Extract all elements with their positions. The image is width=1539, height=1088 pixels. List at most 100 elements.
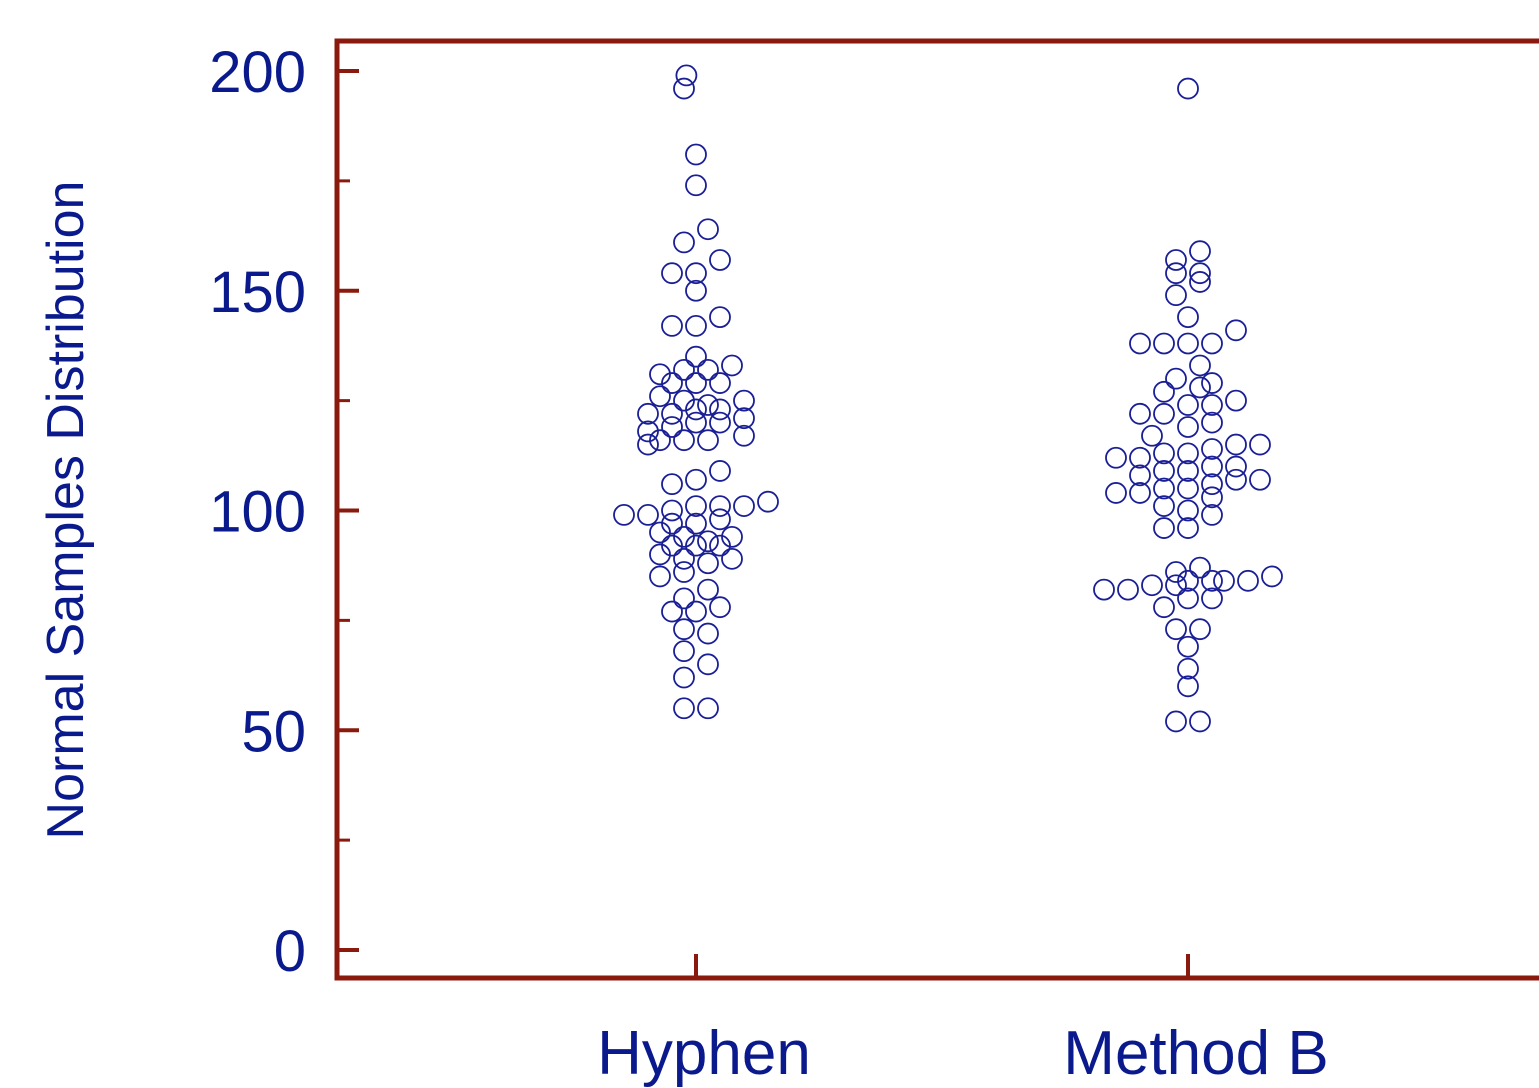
data-point [661, 315, 683, 337]
data-point [673, 429, 695, 452]
data-point [1177, 306, 1199, 329]
data-point [637, 503, 659, 526]
data-point [697, 653, 719, 676]
data-point [673, 231, 695, 254]
y-tick-label: 150 [209, 260, 306, 325]
data-point [709, 306, 731, 329]
data-point [697, 394, 719, 416]
data-point [1177, 442, 1199, 465]
data-point [1129, 446, 1151, 469]
data-point [675, 64, 698, 87]
data-point [661, 262, 683, 285]
data-point [649, 429, 671, 452]
data-point [685, 534, 707, 557]
data-point [1225, 319, 1247, 342]
data-point [1189, 240, 1211, 263]
data-point [613, 503, 635, 526]
data-point [1165, 710, 1187, 733]
data-point [1177, 416, 1199, 438]
data-point [673, 547, 695, 570]
data-point [1177, 499, 1199, 522]
data-point [1261, 565, 1283, 588]
data-point [709, 411, 731, 434]
data-point [1201, 473, 1223, 496]
data-point [649, 543, 671, 566]
data-point [709, 249, 731, 271]
data-point [721, 525, 743, 548]
data-point [1177, 394, 1199, 416]
data-point [1177, 657, 1199, 680]
data-point [637, 420, 659, 443]
data-point [673, 697, 695, 720]
x-categories: Hyphen Method B [597, 954, 1329, 1088]
y-tick-label: 100 [209, 480, 306, 545]
x-category-label: Hyphen [597, 1019, 811, 1088]
data-point [637, 433, 659, 456]
data-point [1165, 249, 1187, 271]
data-point [1129, 402, 1151, 425]
data-point [1153, 596, 1175, 619]
data-point [685, 411, 707, 434]
data-point [1165, 367, 1187, 390]
data-point [673, 587, 695, 610]
data-point [1153, 460, 1175, 482]
data-point [1225, 389, 1247, 412]
data-point [1189, 262, 1211, 285]
data-point [685, 512, 707, 535]
data-point [1177, 675, 1199, 698]
data-point [1105, 446, 1127, 469]
data-point [733, 495, 755, 518]
data-point [661, 499, 683, 522]
data-point [637, 402, 659, 425]
data-point [697, 358, 719, 381]
data-point [1177, 332, 1199, 355]
data-point [1189, 271, 1211, 293]
data-point [1129, 464, 1151, 487]
data-point [1225, 455, 1247, 478]
data-point [733, 389, 755, 412]
data-point [661, 473, 683, 496]
data-point [1189, 710, 1211, 733]
data-point [1153, 517, 1175, 539]
data-point [1201, 438, 1223, 460]
data-point [709, 534, 731, 557]
data-point [1189, 354, 1211, 377]
data-point [685, 262, 707, 285]
data-point [697, 218, 719, 241]
data-point [709, 495, 731, 518]
data-point [1153, 402, 1175, 425]
data-point [649, 521, 671, 544]
data-point [1213, 569, 1235, 592]
data-point [673, 618, 695, 641]
data-point [697, 697, 719, 720]
data-point [1177, 460, 1199, 482]
y-axis-title-group: Normal Samples Distribution [37, 181, 95, 840]
y-tick-label: 50 [241, 699, 306, 764]
data-point [1201, 455, 1223, 478]
data-point [685, 372, 707, 394]
data-point [1249, 433, 1271, 456]
data-point [1153, 380, 1175, 403]
plot-frame [334, 38, 1539, 981]
data-point [697, 622, 719, 645]
data-point [1141, 574, 1163, 597]
data-point [721, 547, 743, 570]
data-point [1201, 486, 1223, 509]
data-point [1177, 477, 1199, 500]
data-point [1201, 394, 1223, 416]
data-point [685, 174, 707, 197]
data-point [685, 495, 707, 518]
data-point [649, 565, 671, 588]
data-point [697, 429, 719, 452]
data-point [1249, 468, 1271, 491]
data-point [1165, 561, 1187, 583]
data-point [733, 407, 755, 430]
data-point [1237, 569, 1259, 592]
data-point [1225, 433, 1247, 456]
x-category-label: Method B [1063, 1019, 1328, 1088]
data-point [649, 385, 671, 408]
data-point [1129, 482, 1151, 504]
data-point [1177, 517, 1199, 539]
data-point [709, 398, 731, 421]
